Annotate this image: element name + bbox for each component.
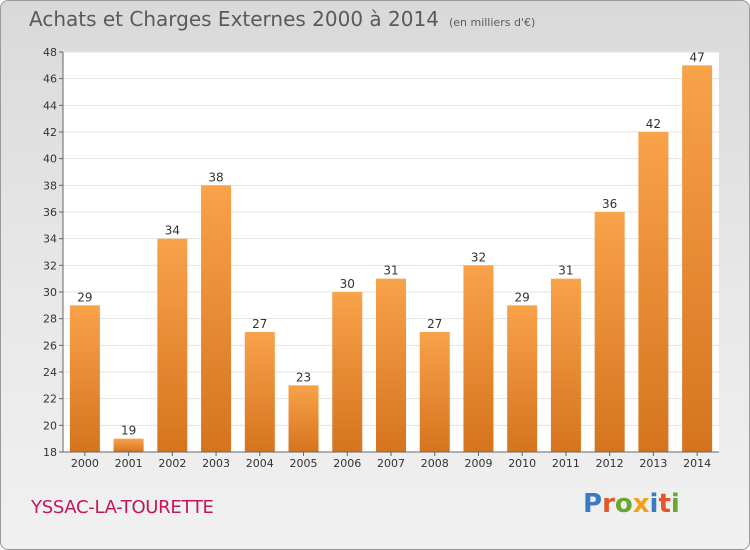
bar (463, 265, 494, 452)
x-tick-label: 2006 (333, 457, 361, 470)
bar (682, 65, 713, 452)
bar (507, 305, 538, 452)
y-tick-label: 38 (43, 179, 57, 192)
bar-value-label: 29 (515, 290, 530, 304)
bar-value-label: 31 (383, 264, 398, 278)
bar-value-label: 38 (208, 170, 223, 184)
bar-value-label: 23 (296, 370, 311, 384)
y-tick-label: 28 (43, 313, 57, 326)
x-tick-label: 2014 (683, 457, 711, 470)
bar (594, 212, 625, 452)
y-tick-label: 34 (43, 233, 57, 246)
brand-letter: o (614, 489, 633, 519)
y-tick-label: 42 (43, 126, 57, 139)
x-tick-label: 2012 (596, 457, 624, 470)
y-tick-label: 22 (43, 393, 57, 406)
x-tick-label: 2004 (246, 457, 274, 470)
x-tick-label: 2011 (552, 457, 580, 470)
x-tick-label: 2007 (377, 457, 405, 470)
x-tick-label: 2009 (464, 457, 492, 470)
x-tick-label: 2000 (71, 457, 99, 470)
brand-letter: P (583, 489, 603, 519)
bar (157, 238, 188, 452)
y-tick-label: 36 (43, 206, 57, 219)
bar (113, 438, 144, 452)
bar (288, 385, 319, 452)
bar (419, 332, 450, 452)
y-tick-label: 48 (43, 46, 57, 59)
brand-letter: i (670, 489, 680, 519)
bar-value-label: 30 (340, 277, 355, 291)
bar-value-label: 34 (165, 224, 180, 238)
x-tick-label: 2003 (202, 457, 230, 470)
axes: 18 20 22 24 26 28 30 32 34 36 38 40 42 44 46 48 2000 2001… (43, 46, 719, 470)
bars: 29 19 34 38 27 23 30 31 27 32 29 31 36 42 47 (69, 50, 713, 453)
bar-value-label: 27 (252, 317, 267, 331)
brand-letter: i (649, 489, 659, 519)
title-text: Achats et Charges Externes 2000 à 2014 (29, 7, 439, 31)
bar (69, 305, 100, 452)
bar (550, 278, 581, 452)
y-tick-label: 32 (43, 259, 57, 272)
x-tick-label: 2001 (115, 457, 143, 470)
bar (244, 332, 275, 452)
y-tick-label: 40 (43, 153, 57, 166)
bar-value-label: 47 (689, 50, 704, 64)
y-tick-label: 18 (43, 446, 57, 459)
bar (201, 185, 232, 453)
bar-value-label: 32 (471, 250, 486, 264)
bar-value-label: 19 (121, 424, 136, 438)
bar-value-label: 36 (602, 197, 617, 211)
x-tick-label: 2002 (158, 457, 186, 470)
bar-value-label: 42 (646, 117, 661, 131)
location-name: YSSAC-LA-TOURETTE (31, 497, 214, 518)
bar (638, 132, 669, 452)
x-tick-label: 2010 (508, 457, 536, 470)
brand-logo: Proxiti (583, 489, 680, 519)
x-tick-label: 2005 (290, 457, 318, 470)
brand-letter: x (632, 489, 650, 519)
brand-letter: r (602, 489, 615, 519)
y-tick-label: 30 (43, 286, 57, 299)
x-tick-label: 2008 (421, 457, 449, 470)
y-tick-label: 24 (43, 366, 57, 379)
y-tick-label: 20 (43, 419, 57, 432)
brand-letter: t (658, 489, 671, 519)
bar-value-label: 31 (558, 264, 573, 278)
y-tick-label: 44 (43, 99, 57, 112)
bar (332, 292, 363, 452)
chart-title: Achats et Charges Externes 2000 à 2014 (e… (29, 7, 535, 31)
bar-value-label: 27 (427, 317, 442, 331)
unit-note: (en milliers d'€) (448, 16, 536, 29)
y-tick-label: 46 (43, 73, 57, 86)
bar (376, 278, 406, 452)
bar-value-label: 29 (77, 290, 92, 304)
x-tick-label: 2013 (639, 457, 667, 470)
y-tick-label: 26 (43, 339, 57, 352)
